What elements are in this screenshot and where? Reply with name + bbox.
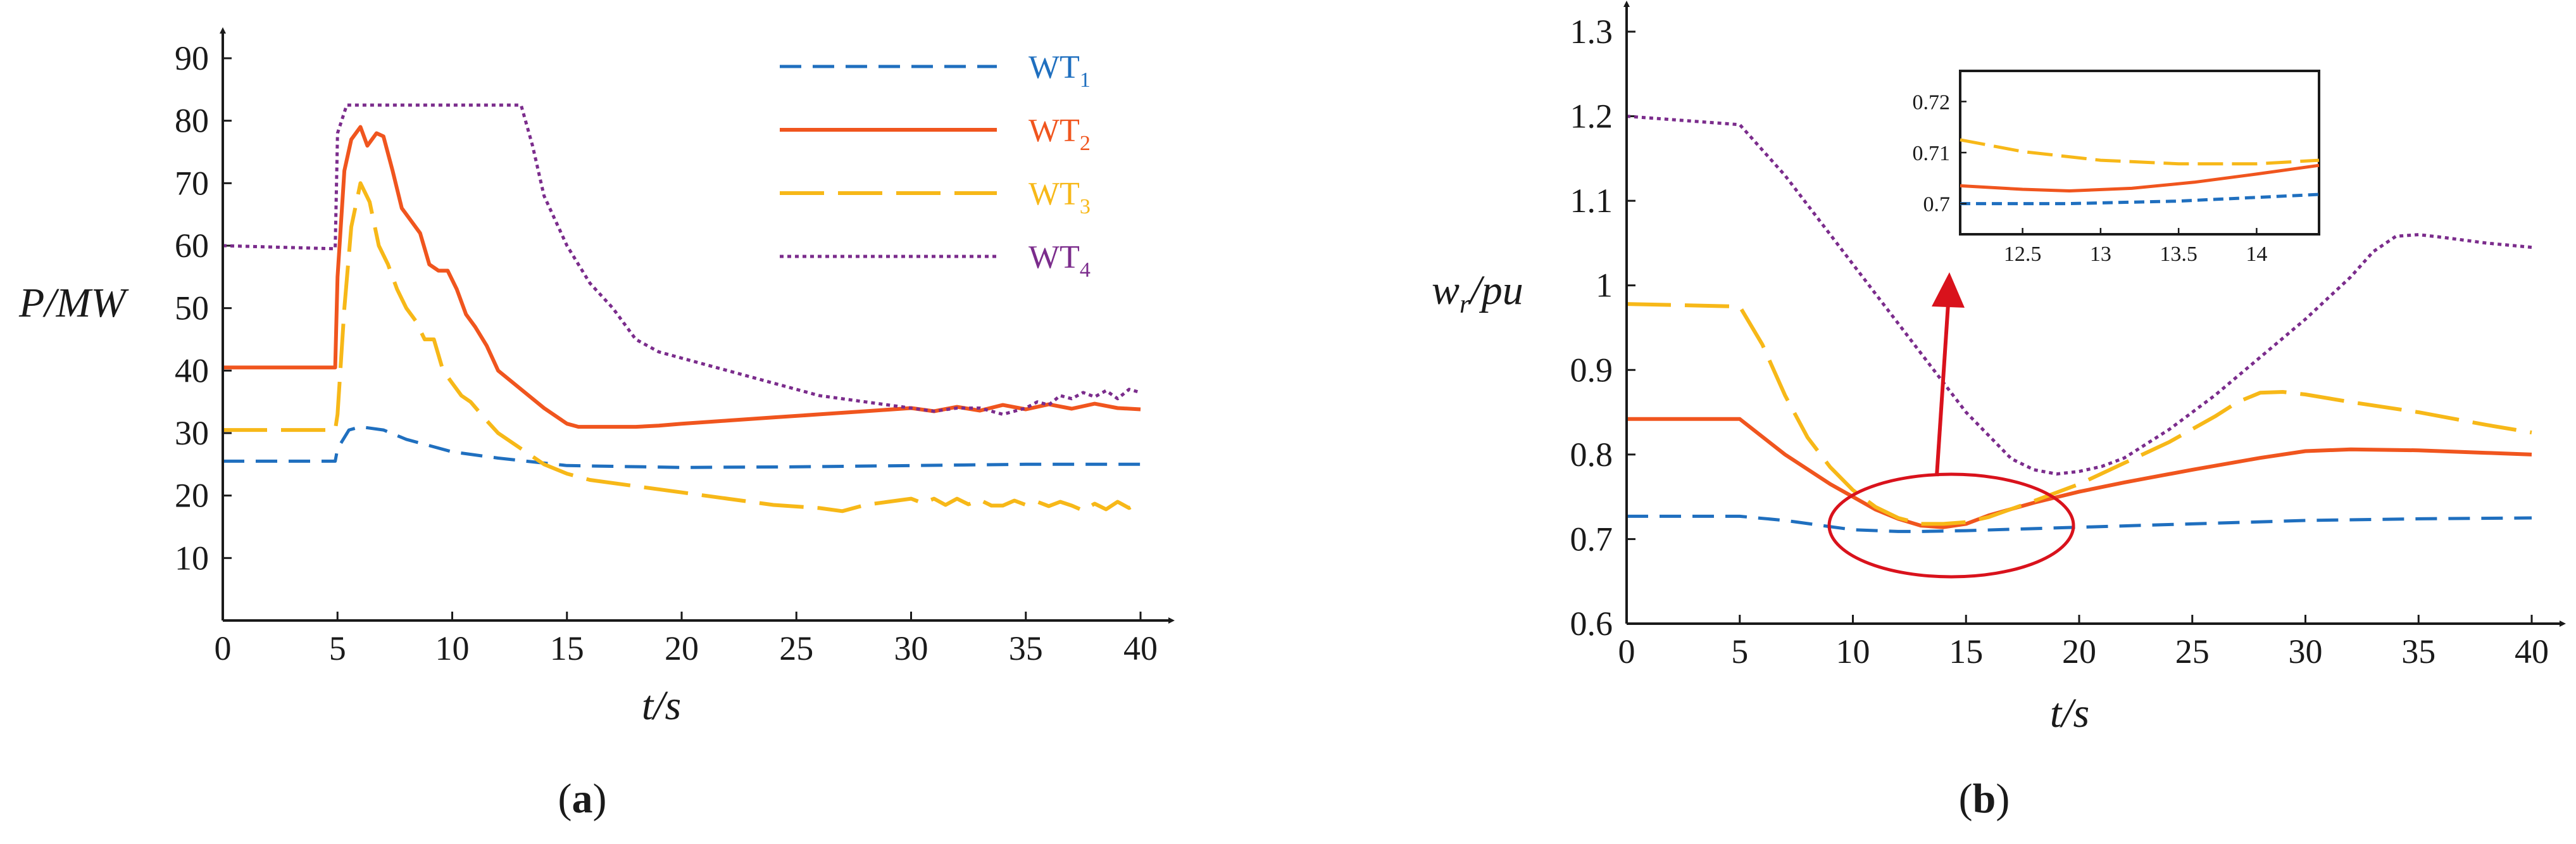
y-tick-label: 0.9 [1570, 351, 1613, 389]
y-tick-label: 90 [175, 39, 209, 77]
series-line-wt1 [1627, 514, 2532, 533]
zoom-arrow-head [1932, 272, 1965, 308]
x-tick-label: 20 [2062, 633, 2096, 671]
panel-b-y-label-sub: r [1460, 290, 1470, 319]
y-tick-label: 60 [175, 227, 209, 265]
panel-b-axes [1623, 1, 2566, 627]
x-tick-label: 30 [2289, 633, 2323, 671]
panel-b-y-label-base: w [1432, 267, 1460, 313]
x-tick-label: 10 [435, 629, 470, 667]
x-tick-label: 0 [1618, 633, 1635, 671]
y-tick-label: 80 [175, 102, 209, 140]
y-tick-label: 70 [175, 164, 209, 202]
panel-b-caption: (b) [1959, 776, 2010, 822]
x-tick-label: 10 [1836, 633, 1870, 671]
series-line-wt1 [223, 425, 1141, 469]
panel-a-caption-letter: a [572, 776, 593, 822]
x-tick-label: 5 [1731, 633, 1748, 671]
panel-b-chart: 0 5 10 15 20 25 30 35 40 0.6 0.7 0.8 0.9 1 1.1 1.2 1.3 w… [1432, 1, 2566, 822]
x-tick-label: 5 [329, 629, 346, 667]
y-tick-label: 1.3 [1570, 13, 1613, 51]
x-tick-label: 20 [665, 629, 699, 667]
inset-x-tick-label: 13 [2090, 242, 2111, 266]
panel-b-x-axis-label: t/s [2050, 690, 2089, 736]
zoom-arrow-line [1935, 303, 1950, 477]
y-tick-label: 0.8 [1570, 436, 1613, 474]
x-tick-label: 15 [1949, 633, 1983, 671]
series-line-wt2 [1627, 417, 2532, 529]
x-tick-label: 35 [2401, 633, 2435, 671]
y-tick-label: 0.6 [1570, 605, 1613, 643]
inset-x-tick-label: 12.5 [2004, 242, 2042, 266]
x-tick-label: 15 [550, 629, 584, 667]
zoom-annotation [1827, 272, 2075, 579]
panel-a-ticks: 0 5 10 15 20 25 30 35 40 10 20 30 40 50 60 70 80 90 [175, 39, 1158, 667]
x-tick-label: 35 [1009, 629, 1043, 667]
inset-y-tick-label: 0.72 [1913, 91, 1951, 114]
legend-label-wt1: WT1 [1029, 49, 1091, 92]
x-tick-label: 40 [2515, 633, 2549, 671]
legend-label-wt2: WT2 [1029, 113, 1091, 155]
series-line-wt3 [1626, 302, 2532, 526]
series-line-wt3 [223, 181, 1142, 513]
x-tick-label: 0 [215, 629, 232, 667]
panel-b-y-axis-label: wr/pu [1432, 267, 1523, 319]
x-tick-label: 30 [894, 629, 928, 667]
inset-series-line-wt1 [1960, 192, 2320, 206]
x-tick-label: 40 [1123, 629, 1158, 667]
y-tick-label: 50 [175, 289, 209, 327]
y-tick-label: 40 [175, 351, 209, 389]
inset-y-tick-label: 0.71 [1913, 142, 1951, 165]
y-tick-label: 10 [175, 539, 209, 577]
inset-x-tick-label: 14 [2246, 242, 2267, 266]
y-tick-label: 1.1 [1570, 182, 1613, 220]
inset-x-tick-label: 13.5 [2160, 242, 2198, 266]
inset-y-tick-label: 0.7 [1923, 193, 1951, 217]
panel-b-lines [1626, 115, 2532, 533]
panel-a-caption: (a) [558, 776, 607, 822]
y-tick-label: 30 [175, 414, 209, 452]
panel-b-y-label-tail: /pu [1467, 267, 1523, 313]
x-tick-label: 25 [779, 629, 813, 667]
panel-a-y-axis-label: P/MW [18, 280, 129, 326]
series-line-wt4 [1626, 115, 2532, 476]
panel-a-lines [222, 103, 1142, 513]
inset-frame [1959, 70, 2320, 236]
inset-series-line-wt2 [1960, 163, 2320, 193]
panel-a-axes [220, 27, 1175, 624]
inset-series-line-wt3 [1960, 138, 2320, 166]
x-tick-label: 25 [2175, 633, 2210, 671]
y-tick-label: 20 [175, 477, 209, 515]
highlight-ellipse [1827, 472, 2075, 579]
inset-zoom-chart: 12.5 13 13.5 14 0.7 0.71 0.72 [1913, 70, 2320, 266]
panel-b-ticks: 0 5 10 15 20 25 30 35 40 0.6 0.7 0.8 0.9 1 1.1 1.2 1.3 [1570, 13, 2549, 671]
series-line-wt4 [222, 103, 1141, 416]
y-tick-label: 1.2 [1570, 98, 1613, 135]
panel-a-legend: WT1 WT2 WT3 WT4 [780, 49, 1091, 282]
legend-label-wt4: WT4 [1029, 239, 1091, 282]
y-tick-label: 1 [1596, 267, 1613, 305]
panel-a-x-axis-label: t/s [642, 683, 681, 729]
panel-b-caption-letter: b [1973, 776, 1996, 822]
series-line-wt2 [223, 125, 1141, 429]
legend-label-wt3: WT3 [1029, 176, 1091, 218]
y-tick-label: 0.7 [1570, 520, 1613, 558]
